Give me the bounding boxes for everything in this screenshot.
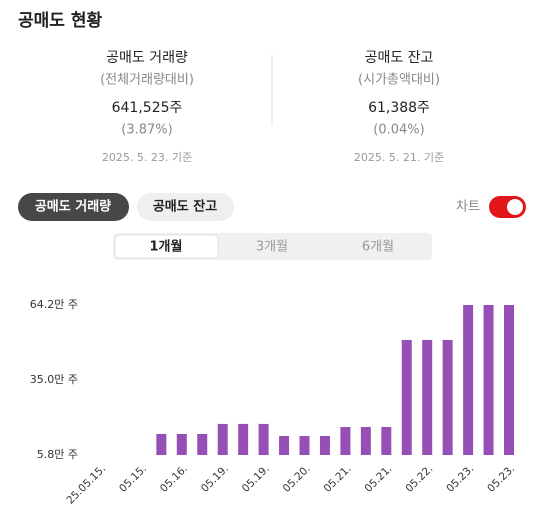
bar [156,433,167,455]
x-tick-label: 05.19. [199,463,231,495]
summary-sub: (시가총액대비) [358,73,440,88]
tab-active[interactable] [18,193,129,221]
title: 공매도 현황 [18,11,102,31]
summary-amount: 641,525주 [112,100,183,116]
bar [217,423,228,455]
bar [504,305,514,455]
x-tick-label: 05.19. [240,463,272,495]
summary-sub: (전체거래량대비) [100,73,194,88]
x-tick-label: 05.16. [158,463,190,495]
bar [340,427,351,455]
bar [381,427,392,455]
bar [401,339,412,455]
x-tick-label: 05.23. [444,463,476,495]
bar [197,433,208,455]
x-tick-label: 05.21. [362,463,394,495]
period-label[interactable]: 1개월 [150,239,183,255]
bar [463,305,474,455]
bar [176,433,187,455]
x-tick-label: 05.21. [322,463,354,495]
bar [238,423,249,455]
tab-label[interactable]: 공매도 거래량 [35,200,111,215]
summary-label: 공매도 잔고 [365,50,434,66]
bar [319,435,330,455]
toggle-knob [507,199,523,215]
period-label[interactable]: 6개월 [362,240,394,255]
y-tick-label: 64.2만 주 [30,298,78,311]
y-tick-label: 5.8만 주 [37,448,78,461]
x-tick-label: 05.20. [281,463,313,495]
x-tick-label: 05.23. [485,463,517,495]
x-tick-label: 05.22. [403,463,435,495]
y-tick-label: 35.0만 주 [30,373,78,386]
bar [422,339,433,455]
summary-label: 공매도 거래량 [106,50,188,66]
bar [258,423,269,455]
bar [279,435,290,455]
x-tick-label: 25.05.15. [64,463,108,507]
period-active[interactable] [114,234,219,259]
bar [299,435,310,455]
tab-label[interactable]: 공매도 잔고 [153,199,217,215]
toggle[interactable] [489,196,526,218]
summary-date: 2025. 5. 21. 기준 [354,151,444,164]
summary-ratio: (3.87%) [121,123,172,138]
bar [483,305,494,455]
toggle-label: 차트 [456,200,480,215]
summary-date: 2025. 5. 23. 기준 [102,151,192,164]
x-tick-label: 05.15. [117,463,149,495]
bar [442,339,453,455]
bar [360,427,371,455]
period-label[interactable]: 3개월 [256,240,288,255]
tab[interactable] [137,193,234,221]
summary-ratio: (0.04%) [373,123,424,138]
summary-amount: 61,388주 [368,100,430,116]
